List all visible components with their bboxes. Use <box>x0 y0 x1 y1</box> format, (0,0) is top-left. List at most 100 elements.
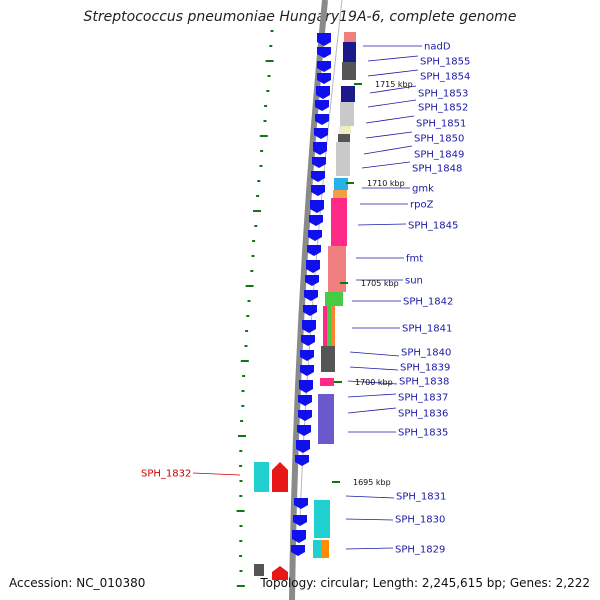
gc-tick <box>236 510 245 512</box>
leader-line <box>367 69 419 77</box>
cds-arrow <box>304 290 318 301</box>
cds-arrow <box>312 157 326 168</box>
gene-label: SPH_1838 <box>399 377 449 388</box>
feature-block <box>254 564 264 576</box>
gene-label: SPH_1835 <box>398 428 448 439</box>
gene-label: SPH_1837 <box>398 393 448 404</box>
cds-arrow <box>299 380 313 393</box>
cds-arrow <box>309 215 323 226</box>
cds-arrow <box>306 260 320 273</box>
gene-label: SPH_1849 <box>414 150 464 161</box>
cds-arrow <box>294 498 308 509</box>
cds-arrow <box>292 530 306 543</box>
gene-label: SPH_1855 <box>420 57 470 68</box>
gene-label: sun <box>405 276 423 287</box>
gene-label: SPH_1853 <box>418 89 468 100</box>
gene-label: SPH_1848 <box>412 164 462 175</box>
feature-blocks <box>254 32 356 580</box>
gc-tick <box>259 135 268 137</box>
gene-label: SPH_1831 <box>396 492 446 503</box>
cds-arrow <box>317 61 331 72</box>
gene-label: gmk <box>412 184 434 195</box>
gene-label: SPH_1841 <box>402 324 452 335</box>
gene-label: SPH_1852 <box>418 103 468 114</box>
gene-label: fmt <box>406 254 423 265</box>
gc-tick <box>254 225 258 227</box>
feature-block <box>320 378 334 386</box>
gene-label: SPH_1836 <box>398 409 448 420</box>
gc-tick <box>266 90 270 92</box>
feature-block <box>323 306 327 346</box>
gc-tick <box>269 45 273 47</box>
leader-line <box>345 495 395 499</box>
cds-arrow <box>311 185 325 196</box>
gc-tick <box>245 285 254 287</box>
gc-tick <box>265 60 274 62</box>
feature-block <box>321 346 335 372</box>
cds-arrow <box>315 100 329 111</box>
leader-line <box>349 351 400 357</box>
feature-block <box>340 102 354 126</box>
cds-arrow <box>302 320 316 333</box>
gc-tick <box>250 270 254 272</box>
gc-tick <box>241 405 245 407</box>
gene-label: SPH_1850 <box>414 134 464 145</box>
gene-label: SPH_1854 <box>420 72 470 83</box>
cds-arrow <box>308 230 322 241</box>
gc-tick <box>239 525 243 527</box>
cds-arrow <box>293 515 307 526</box>
gc-tick <box>239 480 243 482</box>
map-title: Streptococcus pneumoniae Hungary19A-6, c… <box>83 9 517 25</box>
gene-label: SPH_1839 <box>400 363 450 374</box>
topology-text: Topology: circular; Length: 2,245,615 bp… <box>260 576 590 590</box>
cds-arrow <box>291 545 305 556</box>
leader-line <box>367 55 419 62</box>
leader-line <box>192 472 241 476</box>
cds-arrow <box>311 171 325 182</box>
cds-arrow <box>298 410 312 421</box>
cds-arrow-red <box>272 462 288 492</box>
leader-line <box>345 518 394 521</box>
kbp-markers: 1715 kbp 1710 kbp 1705 kbp 1700 kbp 1695 kbp <box>332 80 413 487</box>
feature-block <box>314 500 330 538</box>
gc-tick <box>240 420 244 422</box>
gene-label: rpoZ <box>410 200 434 211</box>
gc-tick <box>247 300 251 302</box>
kbp-label: 1715 kbp <box>375 80 413 89</box>
cds-arrow <box>300 350 314 361</box>
gc-tick <box>257 180 261 182</box>
gc-tick <box>242 375 246 377</box>
leader-line <box>365 131 413 139</box>
feature-block <box>331 198 347 246</box>
gc-tick <box>239 555 243 557</box>
gene-label: SPH_1832 <box>141 469 191 480</box>
gc-tick <box>253 210 261 212</box>
label-leader-lines <box>192 45 422 550</box>
gc-tick <box>239 570 243 572</box>
gene-label: nadD <box>424 42 451 53</box>
leader-line <box>347 393 397 398</box>
cds-arrow <box>305 275 319 286</box>
gc-tick <box>240 360 249 362</box>
cds-arrow <box>296 440 310 453</box>
gc-tick <box>236 585 245 587</box>
feature-block <box>321 540 329 558</box>
accession-text: Accession: NC_010380 <box>9 576 146 590</box>
leader-line <box>363 145 413 155</box>
gene-label: SPH_1845 <box>408 221 458 232</box>
gene-label: SPH_1840 <box>401 348 451 359</box>
kbp-label: 1710 kbp <box>367 179 405 188</box>
gc-tick <box>245 330 249 332</box>
feature-block <box>343 42 356 62</box>
leader-line <box>345 547 394 550</box>
gc-tick <box>256 195 260 197</box>
cds-arrow <box>316 86 330 99</box>
cds-arrow <box>301 335 315 346</box>
cds-arrow <box>317 47 331 58</box>
cds-arrow <box>297 425 311 436</box>
cds-arrow <box>317 33 331 46</box>
gene-label: SPH_1842 <box>403 297 453 308</box>
gc-tick <box>270 30 274 32</box>
cds-arrow <box>315 114 329 125</box>
